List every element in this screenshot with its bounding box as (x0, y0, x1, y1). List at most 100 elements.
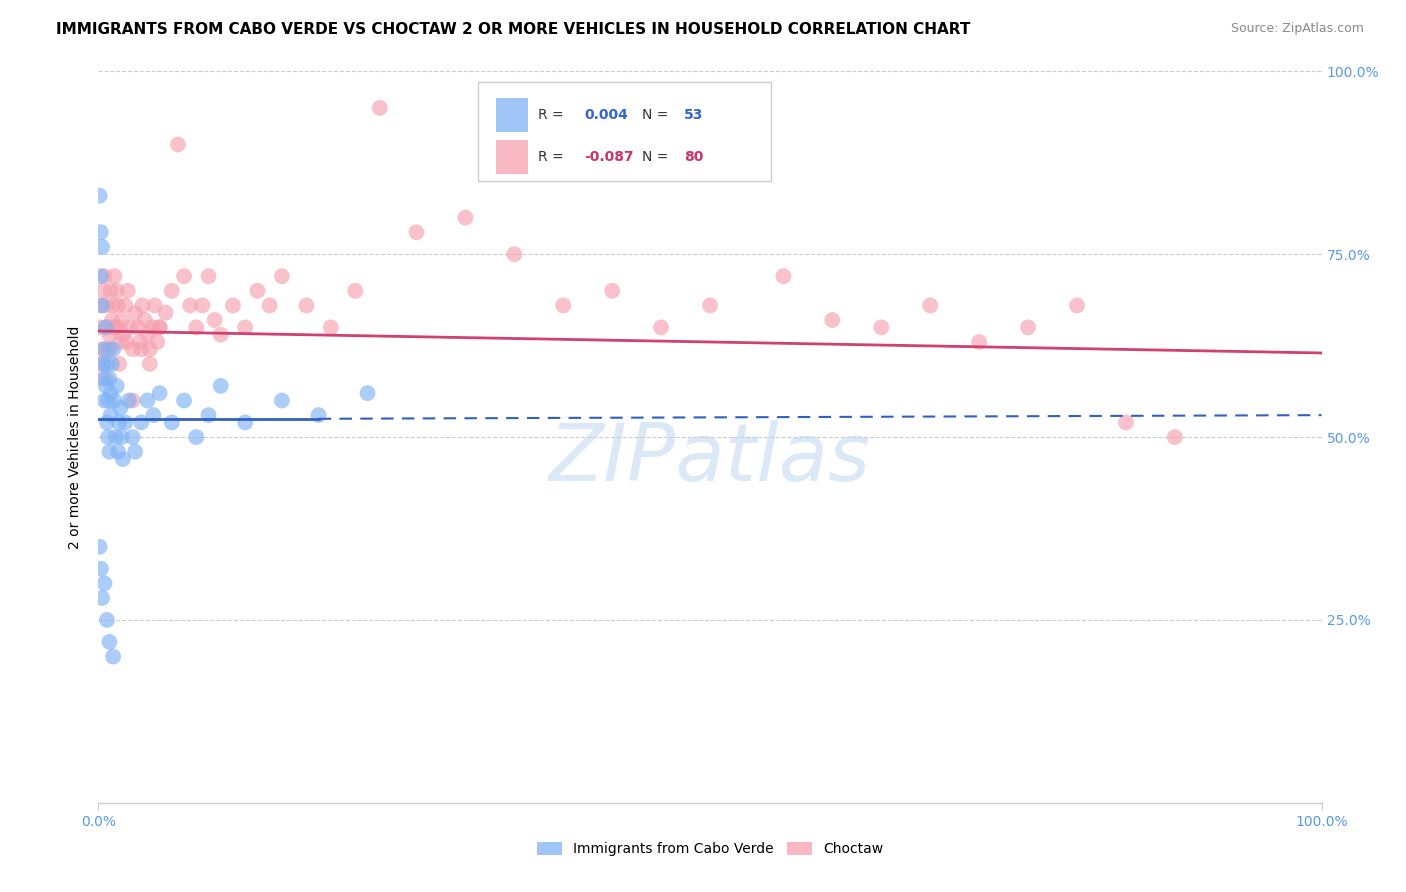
Point (129, 416, 152, 430)
Legend: Immigrants from Cabo Verde, Choctaw: Immigrants from Cabo Verde, Choctaw (531, 837, 889, 862)
Point (356, 386, 378, 401)
Point (454, 211, 477, 225)
Point (160, 284, 183, 298)
Point (131, 298, 153, 312)
Point (124, 306, 146, 320)
Point (136, 393, 159, 408)
Point (105, 379, 128, 393)
Point (101, 298, 124, 312)
Point (967, 334, 990, 349)
Point (94, 371, 117, 385)
Point (139, 357, 162, 371)
Point (90, 562, 112, 576)
Text: N =: N = (641, 151, 672, 164)
Point (139, 343, 162, 357)
Point (405, 225, 427, 239)
Text: 80: 80 (685, 151, 704, 164)
Point (121, 393, 143, 408)
Point (94, 320, 117, 334)
Point (553, 298, 575, 312)
Point (118, 393, 141, 408)
Point (134, 313, 156, 327)
Point (149, 320, 172, 334)
Point (101, 313, 124, 327)
Point (94, 379, 117, 393)
Point (246, 284, 269, 298)
Point (772, 269, 794, 284)
Point (101, 649, 124, 664)
Point (89, 320, 111, 334)
Point (89, 188, 111, 202)
Point (101, 357, 124, 371)
Point (111, 313, 134, 327)
Point (115, 334, 138, 349)
Point (368, 101, 391, 115)
Point (179, 298, 201, 312)
Point (295, 298, 318, 312)
Point (503, 247, 526, 261)
Text: R =: R = (537, 151, 568, 164)
Point (111, 452, 134, 467)
Point (344, 284, 367, 298)
Point (120, 320, 142, 334)
Point (111, 430, 134, 444)
Point (173, 269, 195, 284)
Y-axis label: 2 or more Vehicles in Household: 2 or more Vehicles in Household (69, 326, 83, 549)
Point (149, 320, 172, 334)
FancyBboxPatch shape (496, 140, 527, 174)
Point (91, 357, 114, 371)
Text: IMMIGRANTS FROM CABO VERDE VS CHOCTAW 2 OR MORE VEHICLES IN HOUSEHOLD CORRELATIO: IMMIGRANTS FROM CABO VERDE VS CHOCTAW 2 … (56, 22, 970, 37)
Point (94, 298, 117, 312)
Point (91, 298, 114, 312)
Point (121, 343, 143, 357)
Point (1017, 320, 1039, 334)
Point (600, 284, 623, 298)
Point (107, 444, 129, 458)
Point (91, 357, 114, 371)
Point (270, 393, 294, 408)
Point (114, 298, 136, 312)
Point (209, 379, 232, 393)
Point (155, 306, 177, 320)
Point (93, 269, 115, 284)
Point (91, 343, 114, 357)
Point (108, 320, 131, 334)
Point (870, 320, 893, 334)
Point (186, 430, 208, 444)
Text: -0.087: -0.087 (583, 151, 634, 164)
Point (233, 416, 256, 430)
Point (93, 393, 115, 408)
Point (197, 408, 219, 422)
Point (93, 576, 115, 591)
Point (91, 591, 114, 605)
Point (186, 320, 208, 334)
Point (129, 334, 152, 349)
Point (97, 430, 120, 444)
Point (89, 540, 111, 554)
Point (1066, 298, 1088, 312)
Point (308, 408, 330, 422)
Point (222, 298, 245, 312)
Point (204, 313, 226, 327)
Point (100, 408, 122, 422)
Point (209, 327, 232, 342)
FancyBboxPatch shape (496, 98, 527, 132)
Point (96, 416, 118, 430)
Point (142, 408, 165, 422)
Point (96, 357, 118, 371)
Point (97, 343, 120, 357)
Point (121, 430, 143, 444)
Point (90, 298, 112, 312)
Point (136, 327, 159, 342)
Point (173, 393, 195, 408)
Point (699, 298, 721, 312)
Point (100, 284, 122, 298)
Point (127, 320, 149, 334)
Point (146, 334, 169, 349)
Point (93, 343, 115, 357)
Point (920, 298, 942, 312)
Point (143, 298, 166, 312)
Point (1164, 430, 1187, 444)
Point (111, 327, 134, 342)
Point (110, 401, 132, 415)
